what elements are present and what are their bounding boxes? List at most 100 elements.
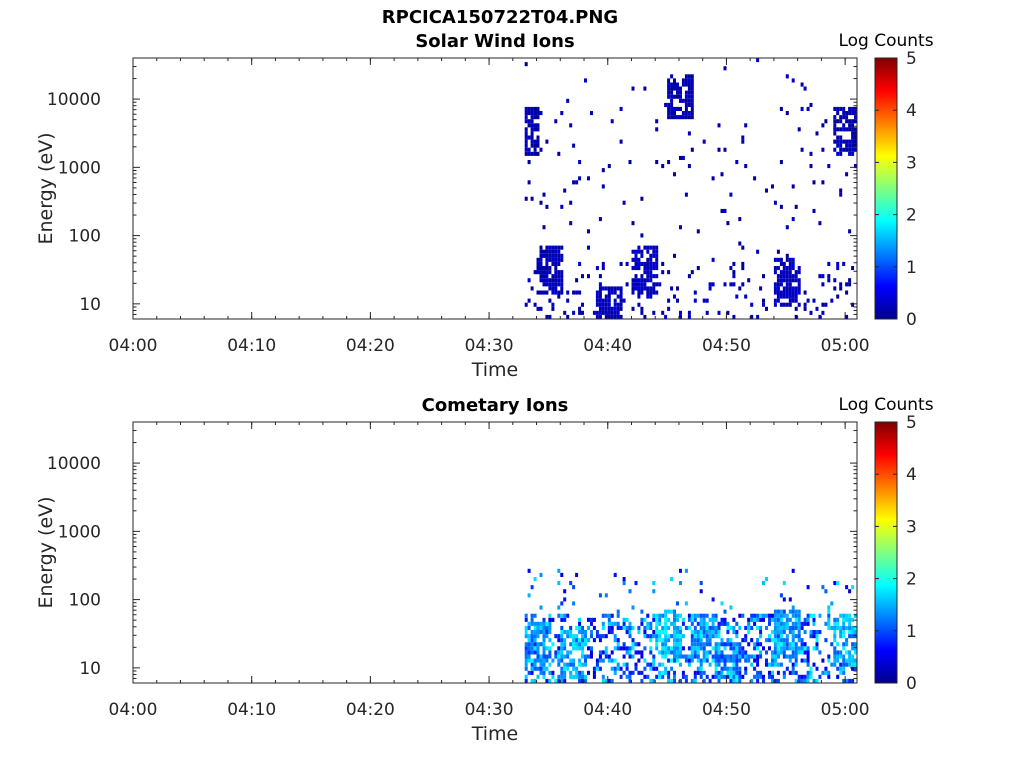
spectrogram-cell xyxy=(759,674,763,679)
spectrogram-cell xyxy=(524,625,528,630)
spectrogram-cell xyxy=(557,294,561,299)
spectrogram-cell xyxy=(667,609,671,614)
spectrogram-cell xyxy=(670,621,674,626)
x-tick-label: 04:40 xyxy=(583,700,632,720)
spectrogram-cell xyxy=(587,229,590,234)
spectrogram-cell xyxy=(776,617,780,622)
spectrogram-cell xyxy=(693,638,697,643)
spectrogram-cell xyxy=(619,106,623,111)
spectrogram-cell xyxy=(542,253,546,258)
spectrogram-cell xyxy=(836,111,840,116)
spectrogram-cell xyxy=(533,678,537,683)
spectrogram-cell xyxy=(610,310,614,315)
spectrogram-cell xyxy=(806,621,810,626)
spectrogram-cell xyxy=(738,241,742,246)
spectrogram-cell xyxy=(575,642,579,647)
spectrogram-cell xyxy=(637,261,641,266)
spectrogram-cell xyxy=(640,609,644,614)
spectrogram-cell xyxy=(554,650,558,655)
spectrogram-cell xyxy=(717,662,721,667)
spectrogram-cell xyxy=(676,90,679,95)
colorbar-tick-label: 4 xyxy=(906,465,917,485)
spectrogram-cell xyxy=(634,253,638,258)
spectrogram-cell xyxy=(818,274,822,279)
spectrogram-cell xyxy=(738,658,742,663)
spectrogram-cell xyxy=(803,86,807,91)
spectrogram-cell xyxy=(735,678,739,683)
spectrogram-cell xyxy=(821,282,825,287)
spectrogram-cell xyxy=(613,638,617,643)
spectrogram-cell xyxy=(575,674,579,679)
spectrogram-cell xyxy=(708,638,712,643)
spectrogram-cell xyxy=(673,78,676,83)
spectrogram-cell xyxy=(560,253,564,258)
spectrogram-cell xyxy=(690,74,694,79)
spectrogram-cell xyxy=(696,266,700,271)
spectrogram-cell xyxy=(690,658,694,663)
spectrogram-cell xyxy=(578,621,582,626)
spectrogram-cell xyxy=(815,678,819,683)
spectrogram-cell xyxy=(530,617,534,622)
spectrogram-cell xyxy=(595,662,599,667)
spectrogram-cell xyxy=(854,119,857,124)
spectrogram-cell xyxy=(848,282,852,287)
spectrogram-cell xyxy=(714,625,718,630)
spectrogram-cell xyxy=(797,646,801,651)
spectrogram-cell xyxy=(533,625,537,630)
spectrogram-cell xyxy=(655,257,659,262)
spectrogram-cell xyxy=(595,658,599,663)
spectrogram-cell xyxy=(782,670,786,675)
spectrogram-cell xyxy=(768,617,771,622)
spectrogram-cell xyxy=(779,274,783,279)
spectrogram-cell xyxy=(634,666,638,671)
spectrogram-cell xyxy=(637,249,641,254)
spectrogram-cell xyxy=(554,654,558,659)
spectrogram-cell xyxy=(646,261,650,266)
spectrogram-cell xyxy=(536,123,540,128)
spectrogram-cell xyxy=(664,102,668,107)
spectrogram-cell xyxy=(616,625,620,630)
spectrogram-cell xyxy=(738,613,742,618)
colorbar-tick-label: 4 xyxy=(906,101,917,121)
spectrogram-cell xyxy=(711,654,715,659)
spectrogram-cell xyxy=(533,577,537,582)
spectrogram-cell xyxy=(830,601,834,606)
spectrogram-cell xyxy=(554,278,558,283)
spectrogram-cells xyxy=(524,568,857,683)
spectrogram-cell xyxy=(664,609,668,614)
spectrogram-cell xyxy=(533,658,537,663)
spectrogram-cell xyxy=(610,666,614,671)
spectrogram-cell xyxy=(560,650,564,655)
spectrogram-cell xyxy=(711,597,715,602)
spectrogram-cell xyxy=(569,625,573,630)
spectrogram-cell xyxy=(566,613,570,618)
spectrogram-cell xyxy=(750,613,754,618)
spectrogram-cell xyxy=(530,666,534,671)
spectrogram-cell xyxy=(539,200,543,205)
spectrogram-cell xyxy=(539,253,543,258)
spectrogram-cell xyxy=(643,617,647,622)
spectrogram-cell xyxy=(854,658,857,663)
spectrogram-cell xyxy=(598,593,602,598)
spectrogram-cell xyxy=(524,613,528,618)
spectrogram-cell xyxy=(765,658,768,663)
spectrogram-cell xyxy=(566,314,570,319)
spectrogram-cell xyxy=(527,160,531,165)
spectrogram-cell xyxy=(590,617,593,622)
spectrogram-cell xyxy=(640,306,644,311)
spectrogram-cell xyxy=(773,654,777,659)
spectrogram-cell xyxy=(613,658,617,663)
spectrogram-cell xyxy=(679,310,682,315)
spectrogram-cell xyxy=(741,650,745,655)
spectrogram-cell xyxy=(566,650,570,655)
colorbar-tick-label: 0 xyxy=(906,674,917,694)
spectrogram-cell xyxy=(551,249,555,254)
spectrogram-cell xyxy=(661,164,665,169)
spectrogram-cell xyxy=(592,617,596,622)
spectrogram-cell xyxy=(572,634,576,639)
spectrogram-cell xyxy=(759,625,763,630)
spectrogram-cell xyxy=(851,111,855,116)
spectrogram-cell xyxy=(768,646,771,651)
spectrogram-cell xyxy=(557,249,561,254)
spectrogram-cell xyxy=(542,225,546,230)
